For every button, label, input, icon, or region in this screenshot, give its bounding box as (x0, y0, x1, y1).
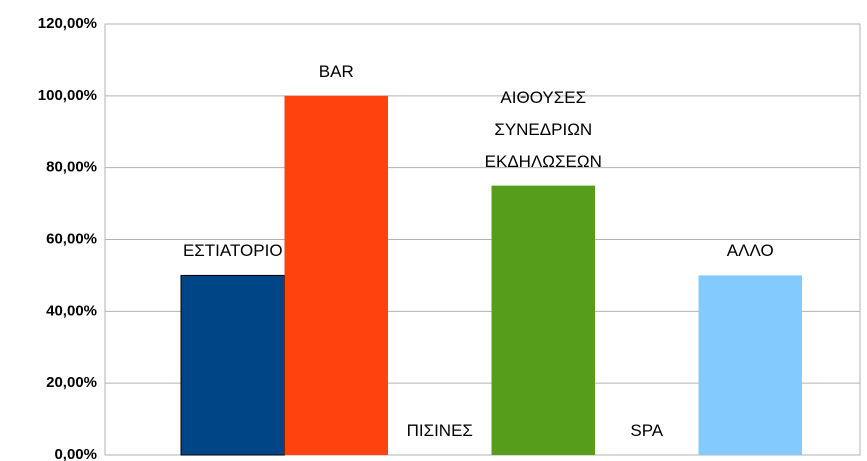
bar (491, 185, 595, 455)
bar (284, 95, 388, 455)
y-tick-label: 0,00% (54, 446, 97, 461)
y-tick-label: 100,00% (38, 87, 97, 104)
y-tick-label: 20,00% (46, 374, 97, 391)
series-label: ΕΣΤΙΑΤΟΡΙΟ (182, 241, 283, 261)
y-tick-label: 60,00% (46, 230, 97, 247)
bar (180, 274, 285, 456)
plot-border (104, 23, 861, 456)
y-tick-label: 80,00% (46, 159, 97, 176)
series-label: BAR (318, 61, 354, 81)
series-label: SPA (630, 421, 664, 440)
y-tick-label: 120,00% (38, 15, 97, 32)
series-label: ΑΛΛΟ (726, 241, 774, 261)
series-label: ΠΙΣΙΝΕΣ (406, 421, 473, 440)
y-tick-label: 40,00% (46, 302, 97, 319)
series-label: ΑΙΘΟΥΣΕΣ ΣΥΝΕΔΡΙΩΝ ΕΚΔΗΛΩΣΕΩΝ (484, 87, 602, 171)
bar (698, 275, 802, 455)
